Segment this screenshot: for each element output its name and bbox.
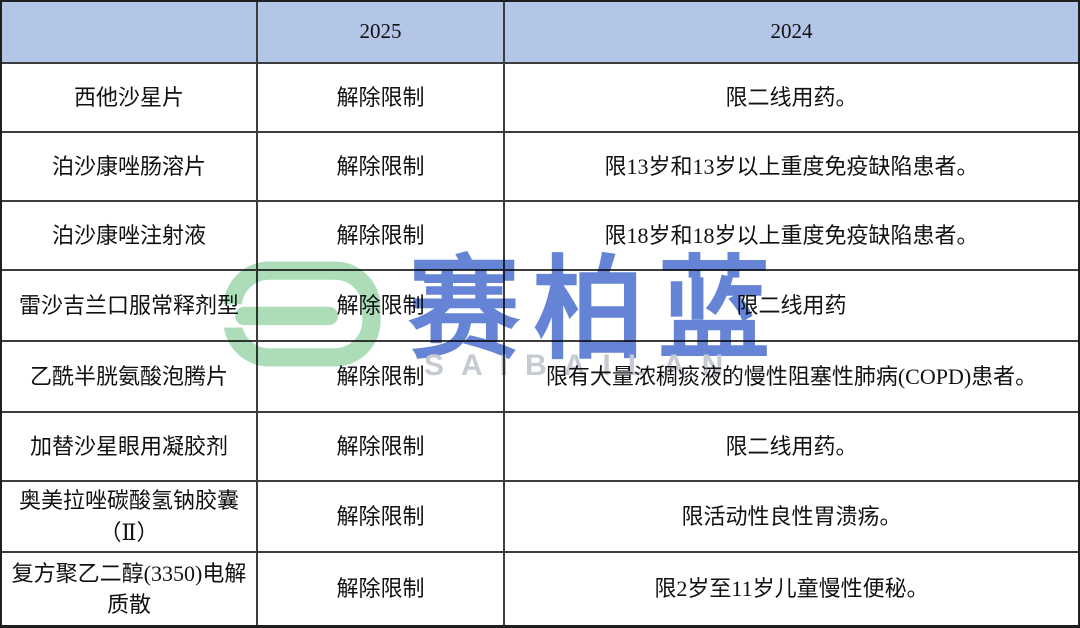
drug-name-cell: 泊沙康唑肠溶片 [2, 133, 258, 202]
header-cell-2024: 2024 [505, 2, 1078, 64]
drug-name-cell: 西他沙星片 [2, 64, 258, 133]
status-2025-cell: 解除限制 [258, 64, 505, 133]
status-2025-cell: 解除限制 [258, 202, 505, 271]
restriction-2024-cell: 限二线用药。 [505, 64, 1078, 133]
header-cell-drug [2, 2, 258, 64]
status-2025-cell: 解除限制 [258, 482, 505, 553]
header-cell-2025: 2025 [258, 2, 505, 64]
restriction-2024-cell: 限活动性良性胃溃疡。 [505, 482, 1078, 553]
status-2025-cell: 解除限制 [258, 342, 505, 413]
restriction-2024-cell: 限二线用药 [505, 271, 1078, 342]
restriction-2024-cell: 限二线用药。 [505, 413, 1078, 482]
drug-name-cell: 雷沙吉兰口服常释剂型 [2, 271, 258, 342]
status-2025-cell: 解除限制 [258, 271, 505, 342]
status-2025-cell: 解除限制 [258, 133, 505, 202]
restriction-2024-cell: 限18岁和18岁以上重度免疫缺陷患者。 [505, 202, 1078, 271]
drug-name-cell: 乙酰半胱氨酸泡腾片 [2, 342, 258, 413]
drug-name-cell: 复方聚乙二醇(3350)电解 质散 [2, 553, 258, 625]
drug-name-cell: 泊沙康唑注射液 [2, 202, 258, 271]
restriction-2024-cell: 限有大量浓稠痰液的慢性阻塞性肺病(COPD)患者。 [505, 342, 1078, 413]
restriction-2024-cell: 限13岁和13岁以上重度免疫缺陷患者。 [505, 133, 1078, 202]
restriction-2024-cell: 限2岁至11岁儿童慢性便秘。 [654, 576, 929, 602]
drug-name-cell: 加替沙星眼用凝胶剂 [2, 413, 258, 482]
status-2025-cell: 解除限制 [258, 553, 505, 625]
status-2025-cell: 解除限制 [258, 413, 505, 482]
drug-name-cell: 奥美拉唑碳酸氢钠胶囊 （Ⅱ） [2, 482, 258, 553]
